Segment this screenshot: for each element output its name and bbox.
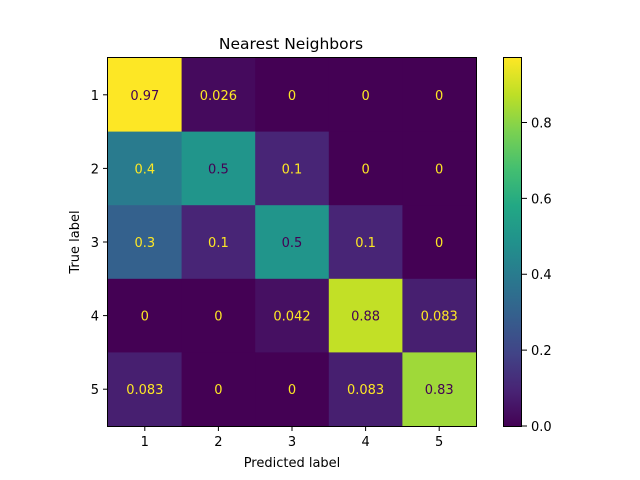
heatmap-cell-r5-c2 — [181, 352, 256, 427]
colorbar-tick-label: 0.0 — [531, 420, 552, 435]
heatmap-cell-r5-c1 — [108, 352, 183, 427]
x-tick-label: 5 — [435, 435, 443, 450]
colorbar — [503, 58, 522, 427]
colorbar-ticks: 0.0 0.2 0.4 0.6 0.8 — [522, 116, 552, 435]
cell-value-label: 0.5 — [282, 236, 303, 251]
cell-value-label: 0.1 — [282, 162, 303, 177]
colorbar-tick-label: 0.8 — [531, 116, 552, 131]
y-tick-label: 3 — [91, 236, 99, 251]
heatmap-cell-r1-c3 — [255, 58, 330, 133]
heatmap-cell-r5-c3 — [255, 352, 330, 427]
heatmap-cell-r4-c5 — [402, 278, 477, 353]
x-tick-label: 1 — [141, 435, 149, 450]
heatmap-cell-r3-c5 — [402, 205, 477, 280]
heatmap-cell-r1-c5 — [402, 58, 477, 133]
chart-title: Nearest Neighbors — [219, 35, 363, 53]
x-tick-label: 4 — [361, 435, 369, 450]
heatmap-cell-r2-c3 — [255, 131, 330, 206]
cell-value-label: 0.083 — [421, 310, 458, 325]
heatmap-cell-r4-c1 — [108, 278, 183, 353]
heatmap-cell-r2-c5 — [402, 131, 477, 206]
cell-value-label: 0.1 — [355, 236, 376, 251]
colorbar-tick-label: 0.4 — [531, 268, 552, 283]
heatmap-cell-r5-c4 — [328, 352, 403, 427]
x-tick-label: 3 — [288, 435, 296, 450]
cell-value-label: 0.1 — [208, 236, 229, 251]
cell-value-label: 0 — [435, 236, 443, 251]
heatmap-cell-r4-c4 — [328, 278, 403, 353]
cell-value-label: 0 — [288, 383, 296, 398]
cell-value-label: 0 — [214, 310, 222, 325]
cell-value-label: 0.083 — [347, 383, 384, 398]
heatmap-cells — [108, 58, 477, 427]
heatmap-cell-r3-c4 — [328, 205, 403, 280]
heatmap-cell-r1-c4 — [328, 58, 403, 133]
y-axis-ticks: 1 2 3 4 5 — [91, 89, 108, 398]
heatmap-cell-r4-c3 — [255, 278, 330, 353]
colorbar-frame — [503, 57, 522, 427]
cell-value-label: 0.4 — [134, 162, 155, 177]
heatmap-cell-r1-c2 — [181, 58, 256, 133]
cell-value-label: 0 — [141, 310, 149, 325]
heatmap-cell-r2-c4 — [328, 131, 403, 206]
y-tick-label: 2 — [91, 162, 99, 177]
cell-value-label: 0 — [361, 162, 369, 177]
cell-value-label: 0.3 — [134, 236, 155, 251]
cell-value-label: 0 — [361, 89, 369, 104]
heatmap-cell-labels: 0.97 0.026 0 0 0 0.4 0.5 0.1 0 0 0.3 0.1 0.5 0.1 0 0 0 0.… — [126, 89, 458, 398]
y-tick-label: 1 — [91, 89, 99, 104]
cell-value-label: 0 — [435, 162, 443, 177]
heatmap-cell-r1-c1 — [108, 58, 183, 133]
cell-value-label: 0.83 — [425, 383, 454, 398]
heatmap-cell-r3-c3 — [255, 205, 330, 280]
heatmap-cell-r4-c2 — [181, 278, 256, 353]
heatmap-cell-r3-c1 — [108, 205, 183, 280]
cell-value-label: 0.97 — [130, 89, 159, 104]
cell-value-label: 0.5 — [208, 162, 229, 177]
y-axis-label: True label — [68, 210, 83, 274]
colorbar-tick-label: 0.2 — [531, 344, 552, 359]
y-tick-label: 4 — [91, 310, 99, 325]
colorbar-tick-label: 0.6 — [531, 192, 552, 207]
heatmap-cell-r3-c2 — [181, 205, 256, 280]
cell-value-label: 0 — [435, 89, 443, 104]
heatmap-cell-r2-c2 — [181, 131, 256, 206]
cell-value-label: 0.88 — [351, 310, 380, 325]
cell-value-label: 0.026 — [200, 89, 237, 104]
x-axis-label: Predicted label — [244, 456, 341, 471]
x-tick-label: 2 — [214, 435, 222, 450]
x-axis-ticks: 1 2 3 4 5 — [141, 426, 443, 450]
cell-value-label: 0.083 — [126, 383, 163, 398]
heatmap-cell-r2-c1 — [108, 131, 183, 206]
cell-value-label: 0.042 — [273, 310, 310, 325]
heatmap-cell-r5-c5 — [402, 352, 477, 427]
y-tick-label: 5 — [91, 383, 99, 398]
cell-value-label: 0 — [288, 89, 296, 104]
cell-value-label: 0 — [214, 383, 222, 398]
